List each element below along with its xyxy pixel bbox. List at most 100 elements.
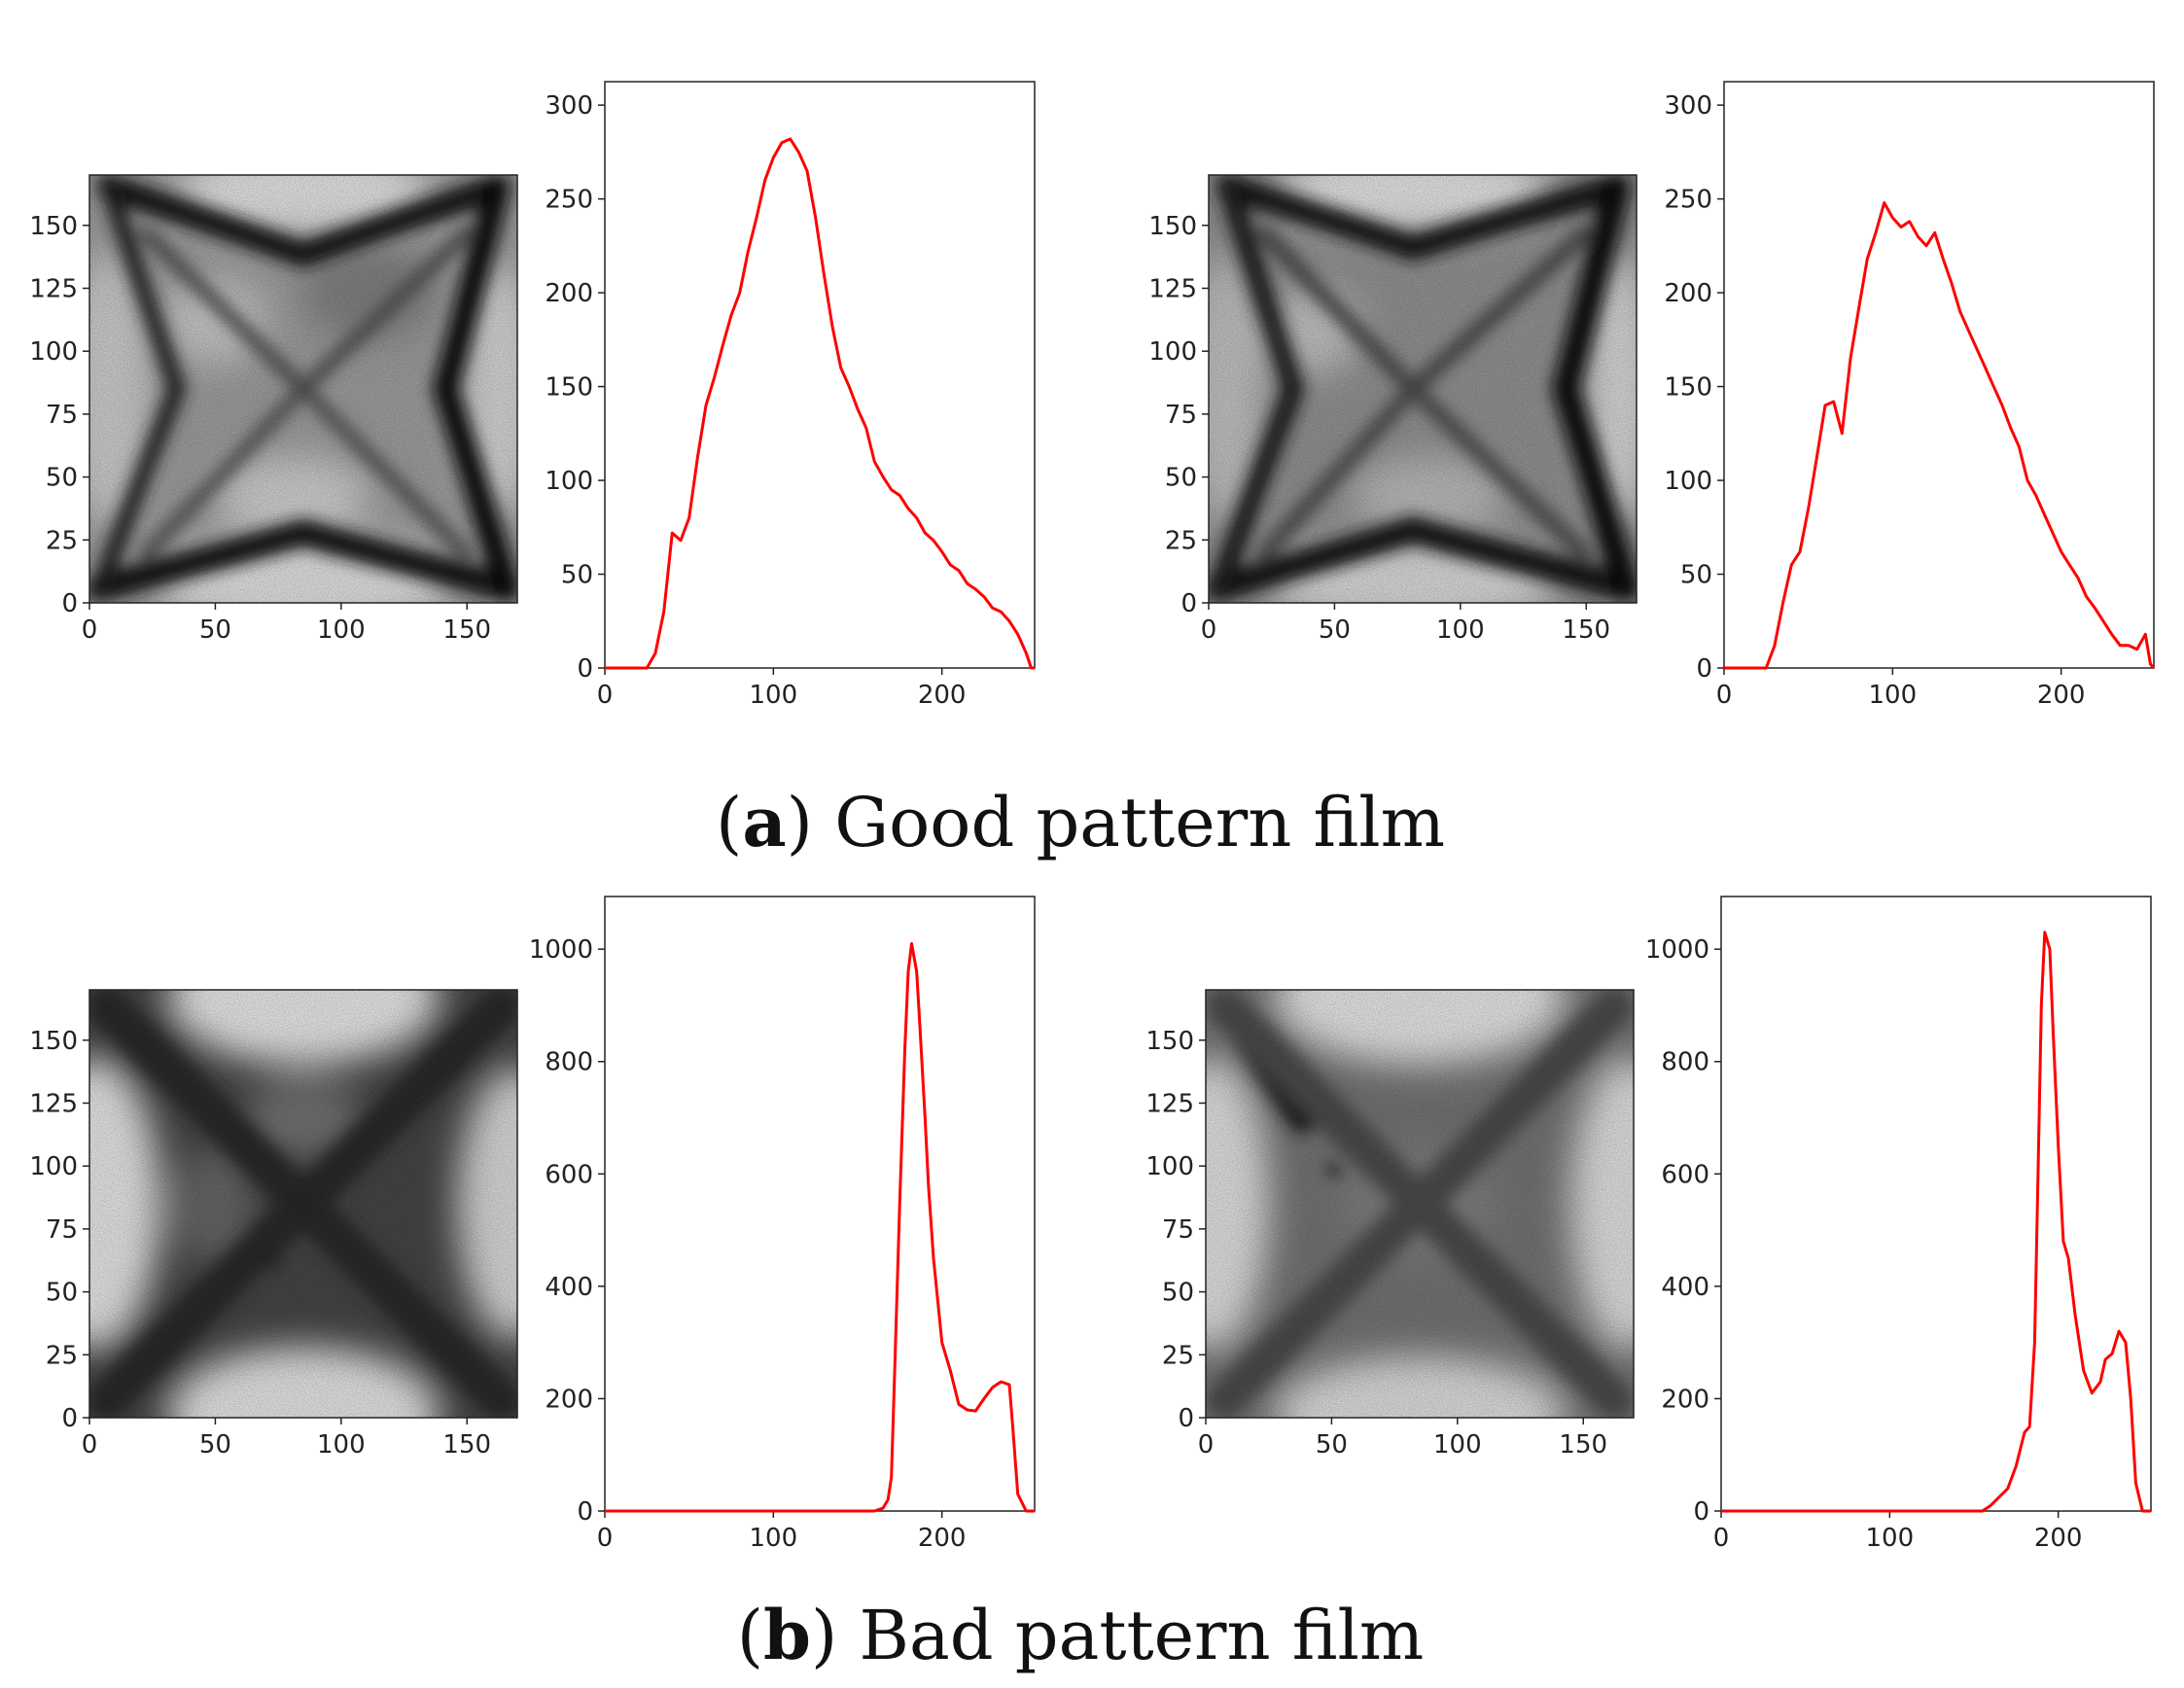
x-tick-label: 100 (1866, 1524, 1915, 1553)
bad-image-2-axes: 0 50 100 150 0 25 50 75 100 125 150 (1145, 1027, 1607, 1459)
y-tick-label: 50 (1162, 1279, 1194, 1308)
caption-a-close: ) (787, 783, 813, 862)
y-tick-label: 125 (29, 1089, 78, 1118)
y-tick-label: 150 (1148, 212, 1197, 241)
y-tick-label: 150 (1145, 1027, 1194, 1056)
x-tick-label: 50 (1316, 1430, 1348, 1459)
bad-image-1-panel: 0 50 100 150 0 25 50 75 100 125 150 (29, 989, 518, 1459)
x-tick-label: 0 (1713, 1524, 1730, 1553)
good-image-2-axes: 0 50 100 150 0 25 50 75 100 125 150 (1148, 212, 1610, 645)
y-tick-label: 75 (1165, 401, 1197, 430)
y-tick-label: 50 (561, 561, 593, 590)
good-image-1-axes: 0 50 100 150 0 25 50 75 100 125 150 (29, 212, 491, 645)
caption-b: (b) Bad pattern film (737, 1595, 1425, 1675)
y-tick-label: 800 (1661, 1048, 1709, 1077)
x-tick-label: 0 (1201, 615, 1217, 645)
x-tick-label: 0 (597, 1524, 614, 1553)
y-tick-label: 0 (61, 1404, 78, 1433)
x-tick-label: 50 (199, 615, 231, 645)
y-tick-label: 100 (1664, 467, 1712, 496)
y-tick-label: 25 (1162, 1341, 1194, 1370)
x-tick-label: 200 (2037, 681, 2086, 710)
y-tick-label: 1000 (1645, 935, 1709, 965)
y-tick-label: 600 (1661, 1160, 1709, 1189)
x-tick-label: 100 (1433, 1430, 1482, 1459)
y-tick-label: 100 (1145, 1152, 1194, 1181)
y-tick-label: 200 (1664, 279, 1712, 308)
y-tick-label: 100 (545, 467, 593, 496)
histogram-line (605, 137, 1035, 670)
x-tick-label: 0 (1716, 681, 1733, 710)
y-tick-label: 25 (46, 1341, 78, 1370)
y-tick-label: 0 (1693, 1497, 1709, 1527)
y-tick-label: 0 (1180, 589, 1197, 618)
y-tick-label: 200 (545, 1385, 593, 1414)
y-tick-label: 50 (46, 1279, 78, 1308)
x-tick-label: 0 (597, 681, 614, 710)
x-tick-label: 100 (1436, 615, 1485, 645)
y-tick-label: 25 (46, 526, 78, 555)
y-tick-label: 25 (1165, 526, 1197, 555)
y-tick-label: 100 (1148, 337, 1197, 367)
good-image-2-panel: 0 50 100 150 0 25 50 75 100 125 150 (1148, 174, 1638, 645)
good-histogram-2-panel: 0 50 100 150 200 250 300 0 100 200 (1664, 81, 2156, 710)
histogram-line (605, 941, 1035, 1513)
y-tick-label: 0 (61, 589, 78, 618)
y-tick-label: 300 (545, 91, 593, 121)
x-tick-label: 150 (1559, 1430, 1607, 1459)
y-tick-label: 400 (1661, 1273, 1709, 1302)
caption-b-open: ( (737, 1596, 763, 1675)
plot-frame (604, 896, 1036, 1512)
good-image-1-panel: 0 50 100 150 0 25 50 75 100 125 150 (29, 174, 518, 645)
y-tick-label: 50 (46, 464, 78, 493)
y-tick-label: 50 (1680, 561, 1712, 590)
y-tick-label: 100 (29, 1152, 78, 1181)
y-tick-label: 200 (545, 279, 593, 308)
y-tick-label: 125 (1148, 274, 1197, 303)
x-tick-label: 0 (1198, 1430, 1215, 1459)
y-tick-label: 150 (29, 1027, 78, 1056)
bad-image-2-panel: 0 50 100 150 0 25 50 75 100 125 150 (1145, 989, 1635, 1459)
y-tick-label: 50 (1165, 464, 1197, 493)
x-tick-label: 100 (317, 615, 366, 645)
bad-image-2 (1206, 990, 1634, 1418)
x-tick-label: 100 (1869, 681, 1918, 710)
y-tick-label: 200 (1661, 1385, 1709, 1414)
x-tick-label: 50 (199, 1430, 231, 1459)
x-tick-label: 200 (2034, 1524, 2083, 1553)
y-tick-label: 250 (1664, 186, 1712, 215)
y-tick-label: 250 (545, 186, 593, 215)
y-tick-label: 300 (1664, 91, 1712, 121)
y-tick-label: 400 (545, 1273, 593, 1302)
caption-b-text: Bad pattern film (837, 1596, 1424, 1675)
x-tick-label: 100 (317, 1430, 366, 1459)
y-tick-label: 0 (1178, 1404, 1194, 1433)
x-tick-label: 0 (82, 615, 98, 645)
x-tick-label: 0 (82, 1430, 98, 1459)
caption-a: (a) Good pattern film (716, 782, 1445, 862)
y-tick-label: 75 (46, 1215, 78, 1245)
y-tick-label: 150 (545, 373, 593, 403)
y-tick-label: 0 (577, 1497, 593, 1527)
good-image-1 (89, 175, 517, 603)
bad-image-1 (89, 990, 517, 1418)
y-tick-label: 0 (577, 654, 593, 684)
caption-a-text: Good pattern film (813, 783, 1445, 862)
x-tick-label: 150 (442, 1430, 491, 1459)
y-tick-label: 75 (46, 401, 78, 430)
bad-histogram-2-panel: 0 200 400 600 800 1000 0 100 200 (1645, 896, 2152, 1553)
bad-histogram-1-panel: 0 200 400 600 800 1000 0 100 200 (529, 896, 1036, 1553)
plot-frame (604, 81, 1036, 669)
x-tick-label: 200 (918, 681, 967, 710)
y-tick-label: 75 (1162, 1215, 1194, 1245)
x-tick-label: 100 (750, 681, 798, 710)
y-tick-label: 1000 (529, 935, 593, 965)
good-histogram-1-panel: 0 50 100 150 200 250 300 0 100 200 (545, 81, 1036, 710)
y-tick-label: 125 (29, 274, 78, 303)
bad-image-1-axes: 0 50 100 150 0 25 50 75 100 125 150 (29, 1027, 491, 1459)
caption-b-letter: b (763, 1595, 811, 1675)
x-tick-label: 150 (442, 615, 491, 645)
y-tick-label: 600 (545, 1160, 593, 1189)
good-image-2 (1209, 175, 1637, 603)
